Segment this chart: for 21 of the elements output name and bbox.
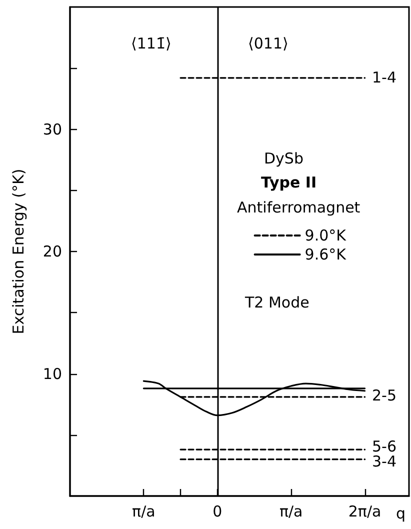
x-axis-title: q bbox=[396, 504, 406, 522]
x-tick-label: 2π/a bbox=[348, 502, 382, 520]
legend-label: 9.0°K bbox=[304, 226, 348, 244]
y-axis-title: Excitation Energy (°K) bbox=[10, 168, 28, 334]
x-tick-label: π/a bbox=[279, 502, 303, 520]
annotation: Type II bbox=[261, 174, 317, 192]
legend-label: 9.6°K bbox=[304, 246, 348, 264]
annotation: 5-6 bbox=[372, 438, 396, 456]
annotation: 2-5 bbox=[372, 386, 396, 404]
x-tick-label: π/a bbox=[132, 502, 156, 520]
y-tick-label: 30 bbox=[42, 120, 62, 138]
annotation: T2 Mode bbox=[244, 294, 310, 312]
annotation: 3-4 bbox=[372, 452, 396, 470]
annotation: 1-4 bbox=[372, 68, 396, 86]
x-tick-label: 0 bbox=[212, 502, 222, 520]
y-tick-label: 20 bbox=[42, 242, 62, 260]
annotation: ⟨011⟩ bbox=[248, 34, 288, 52]
annotation: Antiferromagnet bbox=[237, 198, 360, 216]
y-tick-label: 10 bbox=[42, 364, 62, 383]
annotation: ⟨111̄⟩ bbox=[131, 34, 172, 52]
annotation: DySb bbox=[264, 150, 304, 168]
